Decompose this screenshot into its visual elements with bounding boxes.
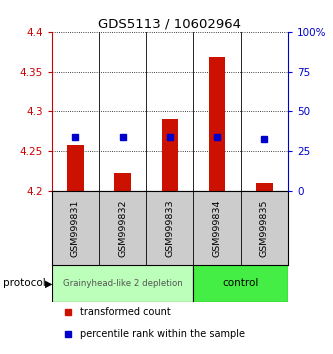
Bar <box>162 119 178 191</box>
Text: transformed count: transformed count <box>80 307 171 317</box>
Bar <box>193 265 288 302</box>
Text: control: control <box>222 278 259 289</box>
Text: GSM999835: GSM999835 <box>260 199 269 257</box>
Bar <box>52 265 193 302</box>
Bar <box>114 173 131 191</box>
Text: protocol: protocol <box>3 278 46 289</box>
Text: Grainyhead-like 2 depletion: Grainyhead-like 2 depletion <box>63 279 182 288</box>
Text: GSM999832: GSM999832 <box>118 199 127 257</box>
Title: GDS5113 / 10602964: GDS5113 / 10602964 <box>98 18 241 31</box>
Text: GSM999833: GSM999833 <box>165 199 174 257</box>
Text: ▶: ▶ <box>45 278 53 289</box>
Text: GSM999834: GSM999834 <box>212 199 222 257</box>
Bar <box>67 145 84 191</box>
Text: GSM999831: GSM999831 <box>71 199 80 257</box>
Bar <box>209 57 225 191</box>
Bar <box>256 183 273 191</box>
Text: percentile rank within the sample: percentile rank within the sample <box>80 329 245 339</box>
